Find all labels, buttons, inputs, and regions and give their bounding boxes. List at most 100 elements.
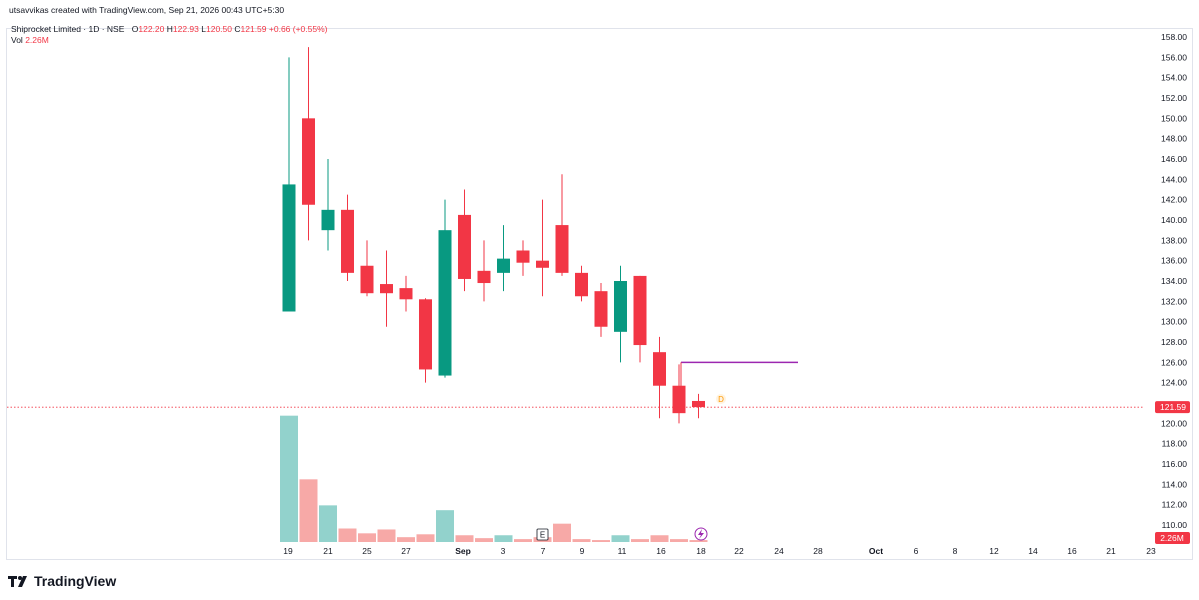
y-tick-label: 150.00 [1161,113,1187,123]
volume-bar[interactable] [358,533,376,542]
candle-body[interactable] [419,299,432,370]
volume-bar[interactable] [436,510,454,542]
volume-bar[interactable] [416,534,435,542]
tradingview-brand[interactable]: TradingView [8,573,116,589]
low-label: L [201,24,206,34]
candle-body[interactable] [692,400,705,408]
x-tick-label: 8 [953,546,958,556]
volume-bar[interactable] [553,523,571,542]
candle-body[interactable] [360,265,374,294]
volume-row: Vol 2.26M [11,35,328,46]
candle-body[interactable] [302,118,315,205]
candle-body[interactable] [516,250,530,263]
volume-bar[interactable] [299,479,318,542]
x-tick-label: 23 [1146,546,1156,556]
y-tick-label: 112.00 [1162,500,1188,510]
volume-badge [1155,532,1190,544]
y-tick-label: 114.00 [1162,479,1188,489]
y-tick-label: 156.00 [1161,52,1187,62]
volume-bar[interactable] [377,529,396,542]
volume-bar[interactable] [475,538,493,542]
volume-bar[interactable] [670,539,688,542]
x-tick-label: 12 [989,546,999,556]
x-tick-label: 28 [813,546,823,556]
x-tick-label: 11 [618,546,627,556]
x-tick-label: Oct [869,546,883,556]
y-tick-label: 136.00 [1161,256,1187,266]
y-tick-label: 124.00 [1161,378,1187,388]
candle-body[interactable] [555,225,569,273]
y-tick-label: 116.00 [1162,459,1188,469]
y-tick-label: 132.00 [1161,296,1187,306]
y-tick-label: 118.00 [1162,439,1188,449]
volume-bar[interactable] [689,540,708,542]
candle-body[interactable] [380,284,393,294]
earnings-marker[interactable] [536,528,549,541]
volume-bar[interactable] [572,539,591,542]
y-tick-label: 144.00 [1161,174,1187,184]
candle-body[interactable] [594,291,608,327]
x-tick-label: 21 [323,546,333,556]
candle-body[interactable] [575,272,588,297]
x-tick-label: 25 [362,546,372,556]
volume-bar[interactable] [455,535,474,542]
candle-body[interactable] [672,385,686,414]
legend: Shiprocket Limited · 1D · NSE O122.20 H1… [11,24,328,46]
candle-body[interactable] [399,288,413,300]
volume-bar[interactable] [611,535,630,542]
candle-body[interactable] [497,258,510,273]
volume-bar[interactable] [319,505,337,542]
candle-body[interactable] [341,209,354,273]
chart-frame [6,28,1193,560]
candle-body[interactable] [458,214,471,279]
y-tick-label: 154.00 [1161,73,1187,83]
x-tick-label: Sep [455,546,471,556]
candle-body[interactable] [614,281,627,332]
candle-body[interactable] [653,352,666,386]
open-label: O [131,24,139,34]
tradingview-logo-icon [8,574,30,588]
candle-body[interactable] [536,260,549,268]
candle-body[interactable] [477,270,491,284]
x-tick-label: 3 [501,546,506,556]
attribution-text: utsavvikas created with TradingView.com,… [9,5,285,15]
volume-bar[interactable] [631,539,649,542]
close-label: C [234,24,241,34]
candle-body[interactable] [282,184,296,312]
candle-body[interactable] [438,230,452,376]
y-tick-label: 110.00 [1162,520,1188,530]
y-tick-label: 152.00 [1161,93,1187,103]
volume-bar[interactable] [338,528,357,543]
volume-bar[interactable] [650,535,669,542]
y-tick-label: 142.00 [1161,195,1187,205]
x-tick-label: 7 [541,546,546,556]
y-tick-label: 158.00 [1161,32,1187,42]
high-value: 122.93 [172,24,199,34]
volume-bar[interactable] [514,539,532,542]
volume-bar[interactable] [280,415,298,542]
dividend-marker[interactable] [716,393,726,404]
ohlc-row: Shiprocket Limited · 1D · NSE O122.20 H1… [11,24,328,35]
volume-bar[interactable] [397,537,415,542]
y-tick-label: 148.00 [1161,134,1187,144]
last-price-label: 121.59 [1160,402,1186,412]
candle-body[interactable] [321,209,335,231]
lightning-glyph [698,529,704,539]
x-tick-label: 21 [1106,546,1116,556]
y-tick-label: 146.00 [1161,154,1187,164]
volume-value: 2.26M [25,35,49,45]
volume-bar[interactable] [494,535,513,542]
last-price-badge [1155,401,1190,414]
low-value: 120.50 [206,24,232,34]
volume-label[interactable]: Vol [11,35,23,45]
x-tick-label: 9 [580,546,585,556]
y-tick-label: 138.00 [1161,235,1187,245]
candle-body[interactable] [633,275,647,346]
x-tick-label: 27 [401,546,411,556]
open-value: 122.20 [138,24,165,34]
x-tick-label: 19 [283,546,293,556]
y-tick-label: 126.00 [1161,357,1187,367]
volume-bar[interactable] [592,540,610,542]
symbol-name[interactable]: Shiprocket Limited · 1D · NSE [11,24,125,34]
